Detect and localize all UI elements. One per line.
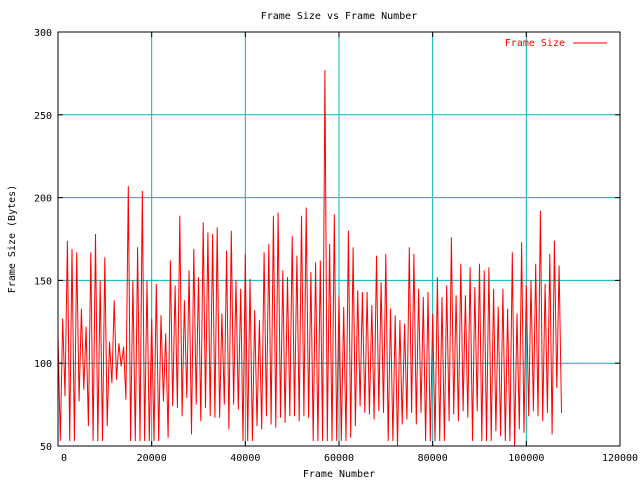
ticks: 0 20000 40000 60000 80000 100000 120000 50 100 15… — [34, 28, 638, 464]
x-tick-label: 60000 — [324, 453, 354, 464]
series-line — [57, 70, 562, 447]
y-tick-label: 200 — [34, 194, 52, 205]
x-tick-label: 100000 — [508, 453, 544, 464]
legend-label: Frame Size — [505, 38, 565, 49]
y-axis-label: Frame Size (Bytes) — [7, 185, 18, 293]
x-tick-label: 20000 — [137, 453, 167, 464]
y-tick-label: 150 — [34, 276, 52, 287]
x-tick-label: 40000 — [230, 453, 260, 464]
series-frame-size — [57, 70, 562, 447]
x-tick-label: 120000 — [602, 453, 638, 464]
y-tick-label: 100 — [34, 359, 52, 370]
grid — [58, 32, 620, 446]
chart-title: Frame Size vs Frame Number — [261, 11, 418, 22]
y-tick-label: 250 — [34, 111, 52, 122]
x-axis-label: Frame Number — [303, 469, 375, 480]
y-tick-label: 300 — [34, 28, 52, 39]
x-tick-label: 80000 — [418, 453, 448, 464]
y-tick-label: 50 — [40, 442, 52, 453]
legend: Frame Size — [505, 38, 607, 49]
x-tick-label: 0 — [61, 453, 67, 464]
